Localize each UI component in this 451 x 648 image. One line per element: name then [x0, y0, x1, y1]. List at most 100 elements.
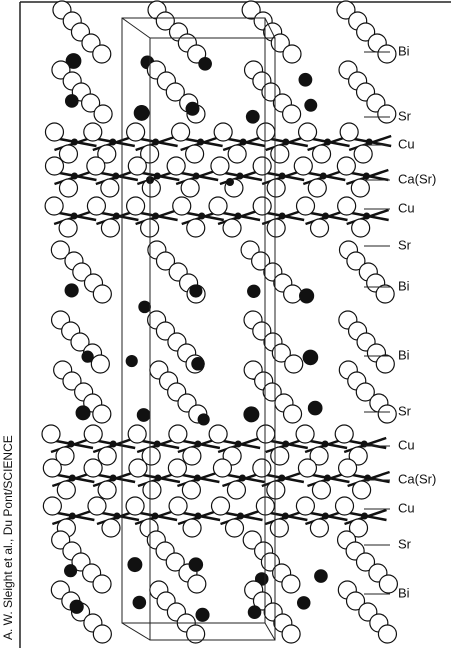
oxygen-atom	[252, 458, 272, 478]
oxygen-atom	[208, 196, 228, 216]
oxygen-atom	[281, 624, 301, 644]
oxygen-atom	[336, 156, 356, 176]
oxygen-atom	[97, 144, 117, 164]
unit-cell-edge	[264, 17, 276, 39]
oxygen-atom	[337, 458, 358, 478]
metal-atom	[151, 512, 159, 520]
oxygen-atom	[165, 552, 185, 572]
oxygen-atom	[172, 196, 192, 216]
oxygen-atom	[42, 496, 62, 516]
oxygen-atom	[256, 122, 276, 142]
oxygen-atom	[62, 371, 82, 391]
oxygen-atom	[58, 218, 78, 238]
metal-atom	[321, 440, 329, 448]
oxygen-atom	[92, 284, 112, 304]
metal-atom	[238, 474, 246, 482]
oxygen-atom	[224, 518, 245, 538]
oxygen-atom	[128, 458, 148, 478]
metal-atom	[188, 557, 204, 572]
oxygen-atom	[262, 382, 282, 402]
metal-atom	[70, 172, 78, 180]
metal-atom	[65, 53, 82, 69]
oxygen-atom	[210, 156, 230, 176]
metal-atom	[132, 595, 147, 610]
layer-label: Bi	[398, 347, 410, 362]
oxygen-atom	[375, 354, 395, 374]
metal-atom	[197, 413, 210, 426]
metal-atom	[282, 440, 290, 448]
layer-label: Cu	[398, 136, 415, 151]
oxygen-atom	[126, 122, 146, 142]
oxygen-atom	[212, 458, 233, 478]
oxygen-atom	[348, 518, 369, 538]
metal-atom	[198, 212, 206, 220]
metal-atom	[363, 212, 371, 220]
metal-atom	[324, 138, 332, 146]
metal-atom	[296, 596, 311, 610]
oxygen-atom	[93, 104, 113, 124]
oxygen-atom	[337, 196, 357, 216]
metal-atom	[193, 474, 201, 482]
oxygen-atom	[270, 446, 290, 466]
oxygen-atom	[256, 424, 276, 444]
oxygen-atom	[241, 0, 261, 20]
oxygen-atom	[58, 144, 79, 164]
metal-atom	[302, 349, 319, 366]
oxygen-atom	[155, 251, 176, 271]
layer-label: Sr	[398, 237, 412, 252]
oxygen-atom	[155, 11, 175, 31]
metal-atom	[236, 172, 244, 180]
metal-atom	[198, 56, 212, 71]
oxygen-atom	[266, 480, 286, 500]
oxygen-atom	[86, 156, 106, 176]
oxygen-atom	[353, 144, 373, 164]
metal-atom	[234, 212, 242, 220]
oxygen-atom	[186, 218, 206, 238]
oxygen-atom	[311, 480, 332, 500]
oxygen-atom	[334, 496, 355, 516]
oxygen-atom	[311, 144, 332, 164]
layer-label: Sr	[398, 108, 412, 123]
unit-cell-edge	[121, 17, 151, 39]
oxygen-atom	[213, 122, 233, 142]
oxygen-atom	[83, 122, 103, 142]
oxygen-atom	[355, 552, 376, 572]
metal-atom	[127, 557, 143, 573]
oxygen-atom	[41, 424, 61, 444]
oxygen-atom	[83, 424, 103, 444]
metal-atom	[112, 212, 120, 220]
oxygen-atom	[92, 404, 112, 424]
oxygen-atom	[166, 156, 186, 176]
oxygen-atom	[293, 156, 313, 176]
metal-atom	[314, 569, 328, 583]
oxygen-atom	[50, 240, 70, 260]
oxygen-atom	[56, 480, 76, 500]
oxygen-atom	[44, 196, 64, 216]
metal-atom	[304, 98, 318, 112]
metal-atom	[362, 172, 370, 180]
oxygen-atom	[170, 122, 191, 142]
metal-atom	[234, 440, 242, 448]
metal-atom	[282, 138, 290, 146]
oxygen-atom	[252, 196, 272, 216]
oxygen-atom	[227, 144, 247, 164]
metal-atom	[365, 138, 373, 146]
metal-atom	[113, 512, 121, 520]
metal-atom	[281, 512, 289, 520]
oxygen-atom	[307, 178, 327, 198]
oxygen-atom	[180, 178, 200, 198]
oxygen-atom	[283, 284, 303, 304]
oxygen-atom	[141, 446, 161, 466]
metal-atom	[81, 350, 94, 363]
oxygen-atom	[125, 496, 145, 516]
metal-atom	[152, 138, 160, 146]
metal-atom	[109, 440, 117, 448]
metal-atom	[322, 212, 330, 220]
metal-atom	[109, 474, 117, 482]
oxygen-atom	[72, 262, 92, 282]
oxygen-atom	[226, 480, 247, 500]
oxygen-atom	[92, 44, 112, 64]
metal-atom	[75, 405, 91, 421]
oxygen-atom	[351, 480, 372, 500]
